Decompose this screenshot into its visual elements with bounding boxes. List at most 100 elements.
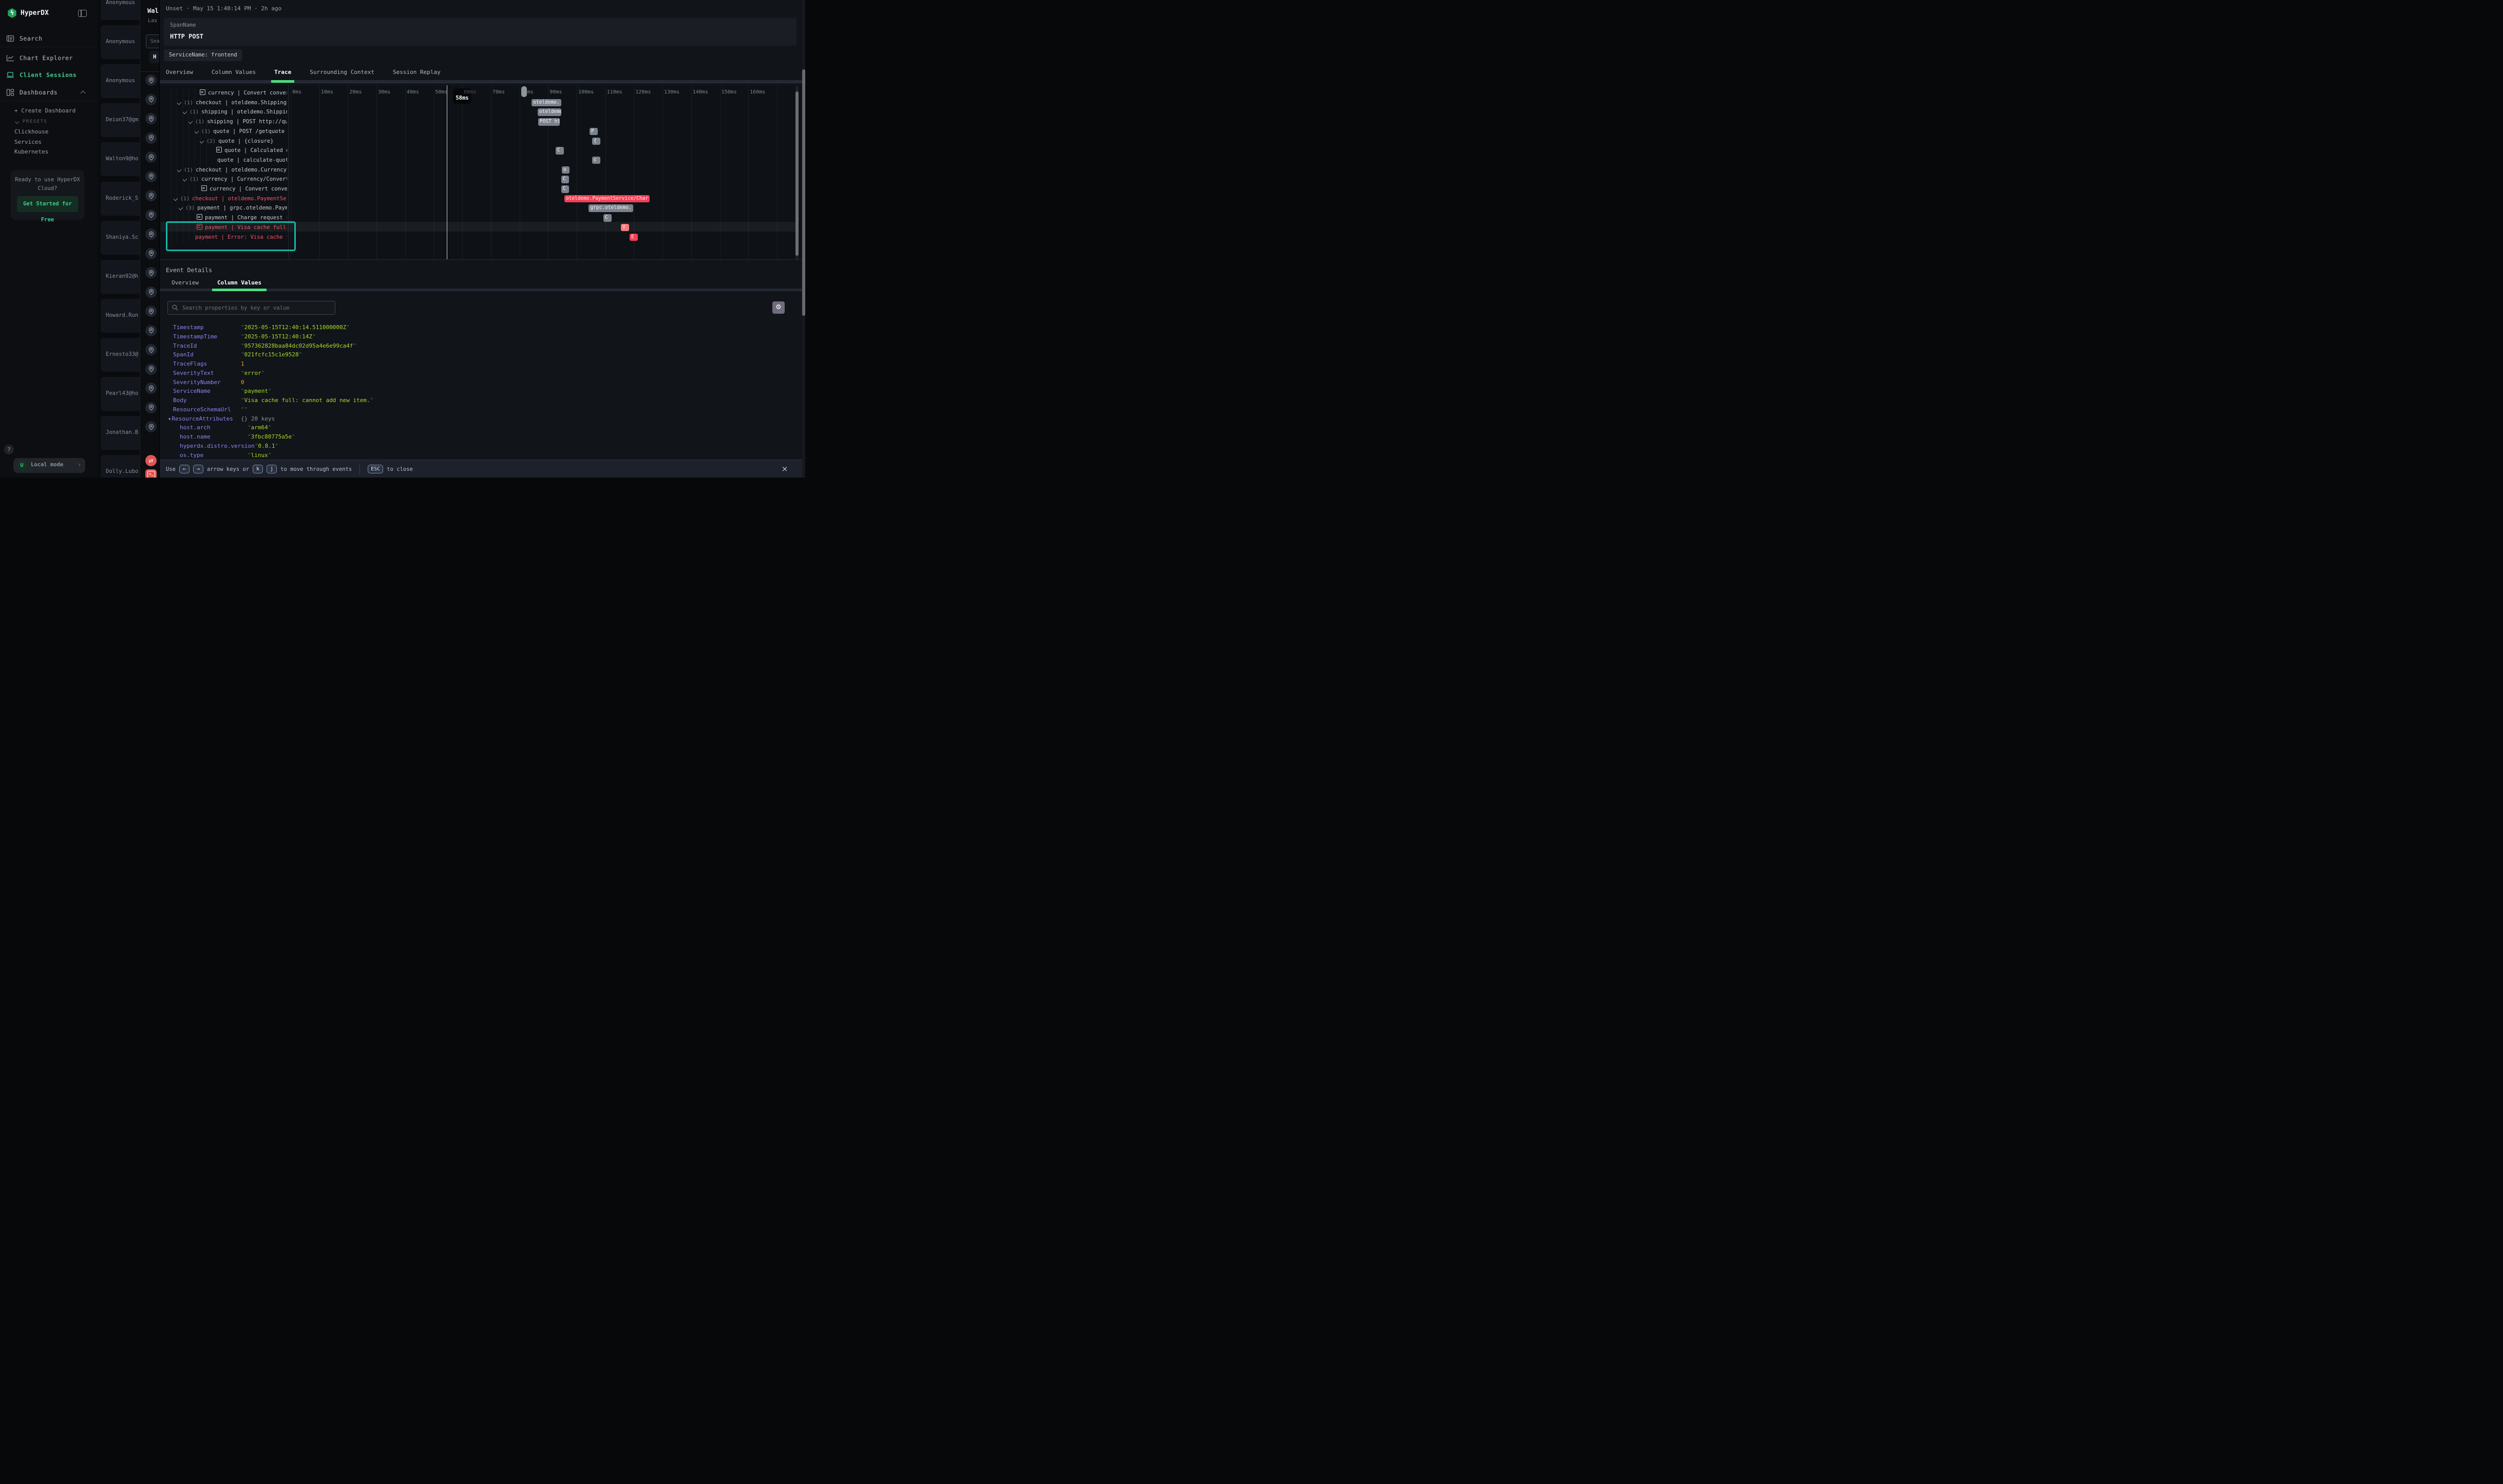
trace-span-bar[interactable]: c [592, 156, 600, 164]
trace-tree-row[interactable]: (1) currency | Currency/Convert [183, 175, 287, 184]
trace-span-bar[interactable]: C [556, 147, 564, 155]
expand-caret-icon[interactable]: ▾ [168, 416, 171, 422]
chevron-down-icon[interactable] [183, 109, 187, 115]
property-row[interactable]: hyperdx.distro.version "0.8.1" [173, 442, 278, 451]
property-row[interactable]: TimestampTime "2025-05-15T12:40:14Z" [173, 332, 316, 341]
trace-tree-row[interactable]: (1) shipping | POST http://quo… [188, 117, 287, 127]
trace-tree-row[interactable]: (1)checkout | oteldemo.PaymentServi… [174, 194, 287, 204]
trace-tree-row[interactable]: (1) checkout | oteldemo.ShippingSe… [177, 98, 287, 108]
service-name-chip[interactable]: ServiceName: frontend [164, 49, 242, 61]
property-row[interactable]: Timestamp "2025-05-15T12:40:14.511000000Z… [173, 323, 350, 332]
session-list-item[interactable]: Pearl43@ho [101, 377, 143, 411]
map-pin-icon[interactable] [145, 151, 157, 163]
close-icon[interactable]: × [781, 464, 788, 473]
map-pin-icon[interactable] [145, 170, 157, 182]
get-started-button[interactable]: Get Started for Free [17, 196, 78, 223]
trace-span-bar[interactable]: oteldemo. [538, 108, 561, 116]
trace-span-bar[interactable]: oteldemo. [532, 99, 561, 107]
session-list-item[interactable]: Jonathan.B [101, 416, 143, 450]
trace-tree-row[interactable]: payment | Error: Visa cache ful… [195, 233, 287, 242]
map-pin-icon[interactable] [145, 286, 157, 298]
map-pin-icon[interactable] [145, 209, 157, 221]
trace-scrollbar-thumb[interactable] [795, 91, 799, 256]
trace-scrollbar[interactable] [795, 86, 799, 259]
session-list-item[interactable]: Kieran92@h [101, 259, 143, 294]
tab-overview[interactable]: Overview [166, 69, 193, 75]
chevron-up-icon[interactable] [80, 90, 86, 96]
trace-tree-row[interactable]: quote | calculate-quote [217, 156, 287, 165]
trace-tree-row[interactable]: currency | Convert convers… [201, 184, 287, 194]
timeline-scrub-handle[interactable] [521, 86, 527, 97]
app-title[interactable]: HyperDX [21, 9, 49, 17]
map-pin-icon[interactable] [145, 248, 157, 259]
trace-tree-row[interactable]: (1) checkout | oteldemo.CurrencySe… [177, 165, 287, 175]
tab-surrounding-context[interactable]: Surrounding Context [310, 69, 375, 75]
trace-tree-row[interactable]: (3)payment | grpc.oteldemo.Paymen… [179, 203, 287, 213]
chevron-down-icon[interactable] [177, 167, 182, 173]
sidebar-preset-kubernetes[interactable]: Kubernetes [14, 148, 49, 155]
session-list-item[interactable]: Anonymous [101, 0, 143, 20]
trace-tree-row[interactable]: (1) quote | POST /getquote [195, 127, 287, 137]
tab-session-replay[interactable]: Session Replay [393, 69, 441, 75]
session-list-item[interactable]: Shaniya.Sc [101, 220, 143, 255]
map-pin-icon[interactable] [145, 306, 157, 317]
chevron-down-icon[interactable] [183, 176, 187, 182]
session-list-item[interactable]: Anonymous [101, 25, 143, 60]
sidebar-item-search[interactable]: Search [0, 31, 98, 46]
sidebar-item-client-sessions[interactable]: Client Sessions [0, 67, 98, 83]
property-row[interactable]: SeverityNumber 0 [173, 378, 244, 387]
property-row[interactable]: TraceFlags 1 [173, 359, 244, 369]
property-row[interactable]: ▾ ResourceAttributes {} 20 keys [168, 414, 275, 424]
terminal-event-icon[interactable]: >_ [145, 469, 157, 478]
map-pin-icon[interactable] [145, 383, 157, 394]
trace-tree-row[interactable]: (2) quote | {closure} [200, 137, 287, 146]
map-pin-icon[interactable] [145, 325, 157, 336]
property-row[interactable]: host.arch "arm64" [173, 423, 271, 432]
trace-tree-row[interactable]: currency | Convert convers… [200, 88, 287, 98]
trace-span-bar[interactable]: { [592, 137, 600, 145]
presets-label[interactable]: PRESETS [23, 119, 48, 124]
map-pin-icon[interactable] [145, 132, 157, 144]
session-list-item[interactable]: Ernesto33@ [101, 337, 143, 372]
sidebar-preset-services[interactable]: Services [14, 138, 42, 145]
session-list-item[interactable]: Howard.Run [101, 298, 143, 333]
swap-event-icon[interactable]: ⇄ [145, 455, 157, 466]
map-pin-icon[interactable] [145, 190, 157, 201]
map-pin-icon[interactable] [145, 421, 157, 432]
chevron-down-icon[interactable] [200, 138, 204, 143]
property-row[interactable]: TraceId "957362828baa84dc02d95a4e6e99ca4f… [173, 341, 356, 351]
property-row[interactable]: SpanId "021fcfc15c1e9528" [173, 350, 302, 359]
property-row[interactable]: host.name "3fbc80775a5e" [173, 432, 295, 442]
sidebar-item-chart-explorer[interactable]: Chart Explorer [0, 50, 98, 66]
property-search-input[interactable] [181, 301, 332, 314]
map-pin-icon[interactable] [145, 74, 157, 86]
property-row[interactable]: ResourceSchemaUrl "" [173, 405, 248, 414]
trace-span-bar[interactable]: C [603, 214, 612, 222]
session-list-item[interactable]: Anonymous [101, 64, 143, 99]
session-filter-button[interactable]: H [149, 51, 160, 63]
session-list-item[interactable]: Dolly.Lubo [101, 455, 143, 478]
map-pin-icon[interactable] [145, 344, 157, 355]
property-row[interactable]: ServiceName "payment" [173, 387, 272, 396]
session-list-item[interactable]: Walton9@ho [101, 142, 143, 177]
chevron-down-icon[interactable] [177, 100, 182, 105]
tab-column-values[interactable]: Column Values [211, 69, 256, 75]
property-row[interactable]: SeverityText "error" [173, 369, 264, 378]
create-dashboard-button[interactable]: + Create Dashboard [14, 107, 76, 114]
map-pin-icon[interactable] [145, 402, 157, 413]
presets-chevron-icon[interactable] [14, 119, 20, 124]
trace-tree-row[interactable]: payment | Charge request rec… [197, 213, 287, 223]
sidebar-collapse-icon[interactable] [78, 10, 87, 17]
modal-scrollbar-thumb[interactable] [802, 69, 805, 316]
chevron-down-icon[interactable] [174, 196, 178, 201]
account-menu[interactable]: U Local mode › [13, 458, 85, 473]
trace-span-bar[interactable]: oteldemo.PaymentService/Char [564, 195, 650, 203]
session-list-item[interactable]: Roderick_S [101, 181, 143, 216]
trace-tree-row[interactable]: payment | Visa cache full: c… [197, 223, 287, 233]
gear-icon[interactable]: ⚙ [772, 301, 785, 314]
ed-tab-column-values[interactable]: Column Values [217, 279, 262, 286]
trace-span-bar[interactable]: o [562, 166, 570, 174]
trace-span-bar[interactable]: POST ht [538, 118, 560, 126]
sidebar-preset-clickhouse[interactable]: Clickhouse [14, 128, 49, 135]
session-list-item[interactable]: Deion37@gm [101, 103, 143, 138]
